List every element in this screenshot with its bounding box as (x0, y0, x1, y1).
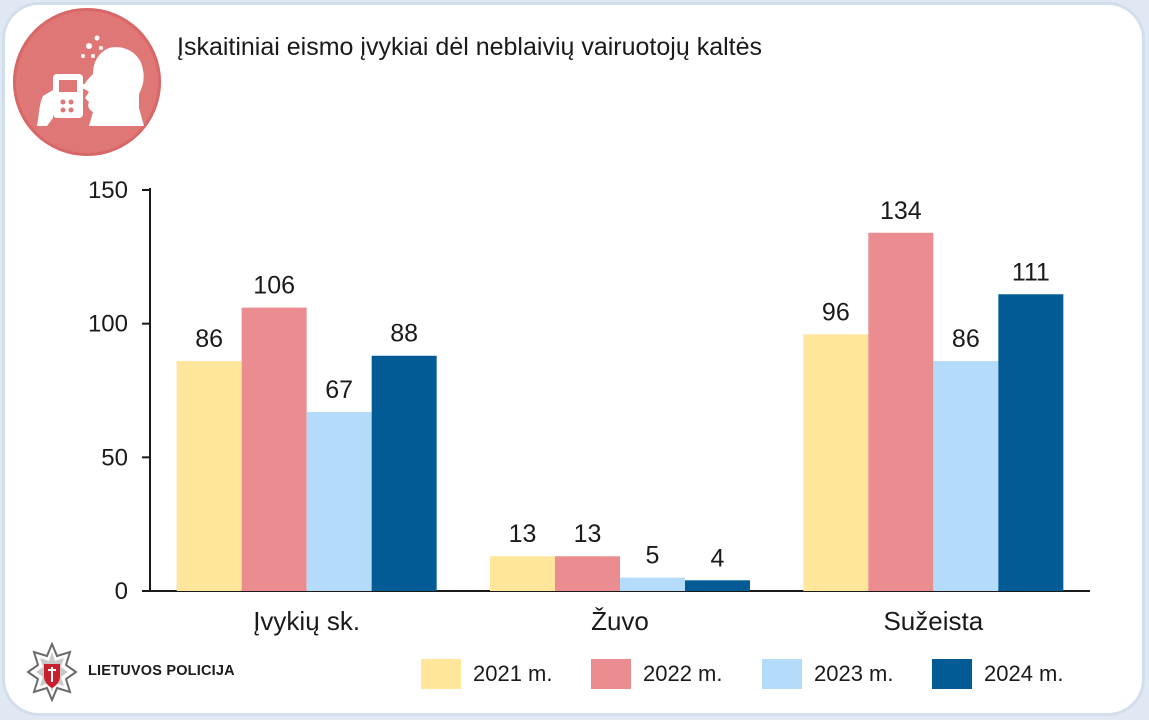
x-category-label: Žuvo (591, 606, 649, 636)
legend-swatch (591, 659, 631, 689)
chart-title: Įskaitiniai eismo įvykiai dėl neblaivių … (177, 33, 762, 61)
bar-value-label: 88 (390, 320, 418, 348)
y-tick-label: 50 (101, 444, 128, 471)
bar-value-label: 86 (195, 325, 223, 353)
legend-label: 2024 m. (984, 661, 1064, 686)
bar-value-label: 106 (253, 272, 295, 300)
bar-value-label: 86 (952, 325, 980, 353)
bar (490, 556, 555, 591)
bar (803, 334, 869, 591)
legend-swatch (932, 659, 972, 689)
x-category-label: Sužeista (883, 606, 983, 636)
bar (371, 355, 437, 591)
legend-label: 2022 m. (643, 661, 723, 686)
bar-value-label: 5 (646, 542, 660, 570)
legend-swatch (762, 659, 802, 689)
bar (685, 580, 750, 591)
bar (933, 361, 999, 591)
legend-label: 2021 m. (473, 661, 553, 686)
bar (241, 307, 307, 591)
legend-label: 2023 m. (814, 661, 894, 686)
legend-swatch (421, 659, 461, 689)
bar (306, 411, 372, 591)
breathalyzer-badge (13, 8, 161, 156)
y-tick-label: 0 (115, 578, 128, 605)
x-category-label: Įvykių sk. (253, 606, 360, 636)
bar (555, 556, 620, 591)
y-tick-label: 100 (88, 311, 128, 338)
bar (868, 232, 934, 592)
bar-value-label: 96 (822, 298, 850, 326)
breathalyzer-test-icon (37, 35, 144, 126)
bar-value-label: 4 (711, 544, 725, 572)
bar (998, 294, 1064, 591)
bar (176, 361, 242, 591)
y-tick-label: 150 (88, 177, 128, 204)
bar-value-label: 134 (880, 197, 922, 225)
bar (620, 577, 685, 591)
bar-value-label: 67 (325, 376, 353, 404)
chart-card (5, 5, 1142, 713)
lietuvos-policija-star-icon (26, 642, 78, 702)
bar-value-label: 13 (574, 520, 602, 548)
bar-value-label: 13 (509, 520, 537, 548)
logo-text: LIETUVOS POLICIJA (88, 663, 235, 679)
bar-value-label: 111 (1012, 258, 1050, 286)
